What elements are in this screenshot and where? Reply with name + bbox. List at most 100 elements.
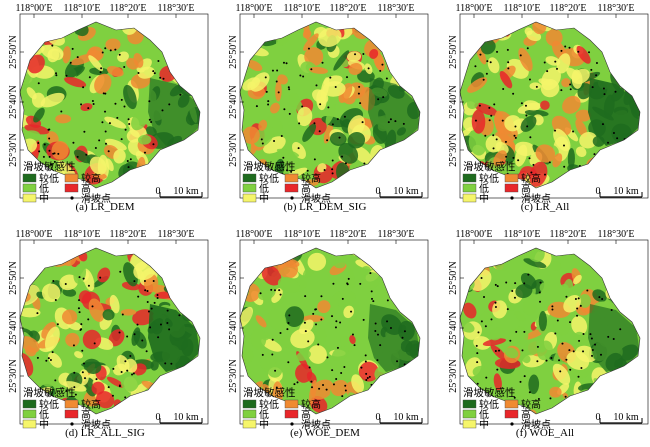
landslide-point [162,77,165,80]
susceptibility-patch [621,22,639,34]
landslide-point [586,289,589,292]
latitude-label: 25°40′N [228,311,239,344]
landslide-point [164,362,167,365]
low-susceptibility-zone [368,304,420,372]
susceptibility-patch [545,56,561,66]
susceptibility-patch [317,300,331,314]
latitude-label: 25°40′N [448,85,459,118]
landslide-point [260,138,263,141]
susceptibility-patch [535,144,556,163]
susceptibility-patch [276,336,294,349]
landslide-point [548,161,551,164]
susceptibility-patch [616,22,627,32]
landslide-point [114,48,117,51]
landslide-point [364,360,367,363]
landslide-point [107,150,110,153]
susceptibility-patch [489,326,504,341]
scale-distance-label: 10 km [613,186,639,197]
landslide-point [81,349,84,352]
longitude-label: 118°10′E [284,3,321,14]
landslide-point [181,303,184,306]
susceptibility-patch [82,329,102,350]
susceptibility-patch [623,273,638,286]
susceptibility-patch [102,309,115,321]
landslide-point [569,368,572,371]
landslide-point [104,47,107,50]
landslide-point [375,163,378,166]
landslide-point [532,163,535,166]
susceptibility-patch [562,278,574,299]
susceptibility-patch [615,23,629,34]
map-panel: 118°00′E 118°10′E 118°20′E 118°30′E 25°50′N 2… [0,0,210,218]
legend-swatch [242,399,257,409]
susceptibility-patch [158,34,168,43]
susceptibility-patch [84,130,109,144]
susceptibility-patch [174,46,186,65]
landslide-point [509,339,512,342]
legend-swatch [64,409,79,419]
susceptibility-patch [524,109,549,117]
susceptibility-patch [490,344,507,361]
landslide-point [539,300,542,303]
landslide-point [271,353,274,356]
susceptibility-patch [318,27,342,47]
landslide-point [279,332,282,335]
landslide-point [591,86,594,89]
landslide-point [572,350,575,353]
landslide-point [489,61,492,64]
susceptibility-patch [625,51,640,68]
landslide-point [275,386,278,389]
legend-swatch [64,399,79,409]
landslide-point [124,360,127,363]
landslide-point [618,63,621,66]
landslide-point [612,155,615,158]
susceptibility-patch [521,354,531,364]
landslide-point [607,335,610,338]
legend-label: 中 [259,192,269,205]
landslide-point [359,102,362,105]
landslide-point [306,169,309,172]
landslide-point [577,297,580,300]
legend-label: 低 [39,182,49,195]
landslide-point [393,149,396,152]
susceptibility-patch [472,365,492,379]
landslide-point [131,373,134,376]
landslide-point [99,71,102,74]
susceptibility-patch [466,96,480,110]
susceptibility-patch [312,89,329,104]
landslide-point [307,340,310,343]
landslide-point [124,396,127,399]
landslide-point [82,362,85,365]
susceptibility-patch [625,365,639,381]
susceptibility-patch [150,360,159,371]
susceptibility-patch [297,106,313,127]
landslide-point [593,153,596,156]
landslide-point [118,331,121,334]
landslide-point [554,332,557,335]
susceptibility-patch [576,248,600,255]
scale-zero-label: 0 [376,186,381,197]
susceptibility-patch [246,59,263,72]
scale-zero-label: 0 [376,412,381,423]
landslide-point [561,342,564,345]
landslide-point [521,349,524,352]
landslide-point [564,395,567,398]
map-frame [19,13,209,199]
longitude-label: 118°00′E [236,3,273,14]
landslide-point [145,350,148,353]
susceptibility-patch [258,119,268,131]
landslide-point [174,282,177,285]
landslide-point [271,338,274,341]
landslide-point [126,160,129,163]
landslide-point [474,119,477,122]
susceptibility-patch [578,293,591,308]
legend-point-symbol [510,422,514,426]
susceptibility-patch [250,328,267,350]
landslide-point [394,120,397,123]
landslide-point [490,318,493,321]
susceptibility-patch [574,398,587,414]
susceptibility-patch [168,154,185,169]
susceptibility-patch [176,24,185,33]
landslide-point [273,289,276,292]
